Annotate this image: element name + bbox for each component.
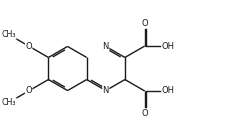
Text: O: O bbox=[25, 86, 32, 95]
Text: O: O bbox=[25, 42, 32, 51]
Text: CH₃: CH₃ bbox=[2, 30, 16, 39]
Text: N: N bbox=[102, 42, 109, 51]
Text: OH: OH bbox=[161, 42, 174, 51]
Text: CH₃: CH₃ bbox=[2, 98, 16, 107]
Text: N: N bbox=[102, 86, 109, 95]
Text: O: O bbox=[141, 19, 147, 28]
Text: OH: OH bbox=[161, 86, 174, 95]
Text: O: O bbox=[141, 109, 147, 118]
